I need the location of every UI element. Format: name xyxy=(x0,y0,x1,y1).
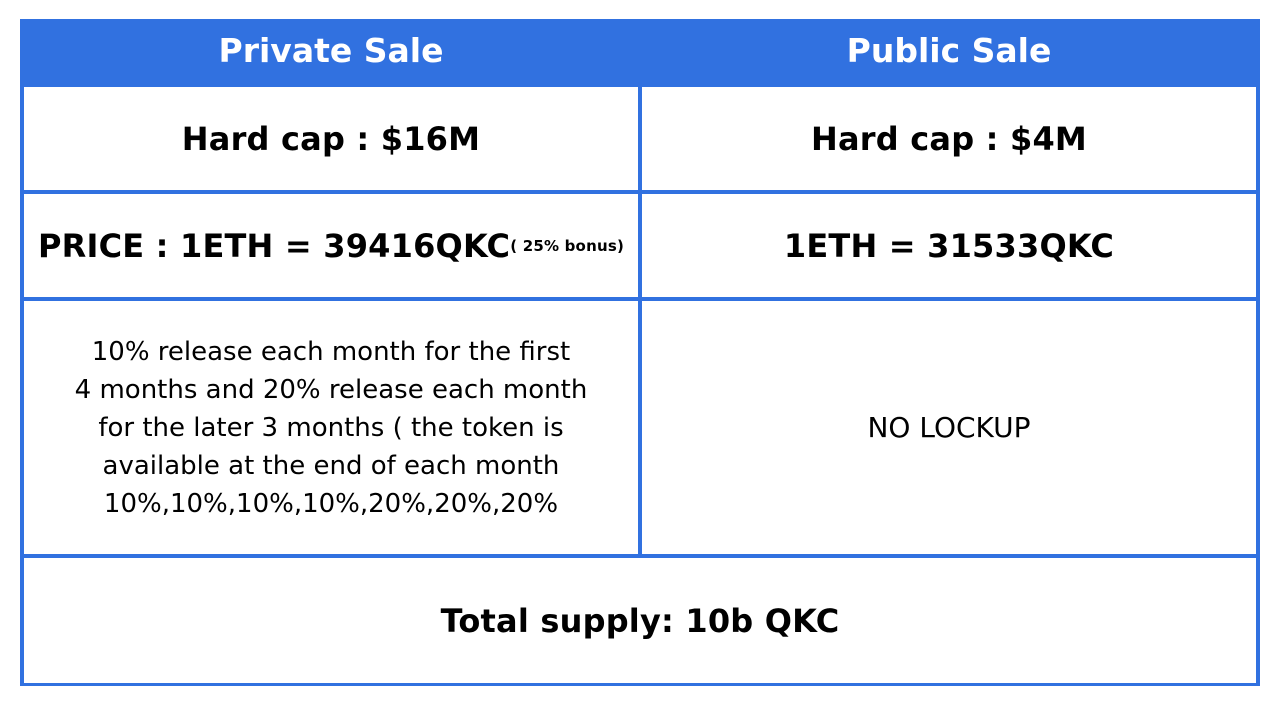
private-hard-cap: Hard cap : $16M xyxy=(24,87,638,190)
private-price-cell: PRICE : 1ETH = 39416QKC( 25% bonus) xyxy=(24,194,638,297)
lockup-line: available at the end of each month xyxy=(102,450,560,481)
lockup-line: for the later 3 months ( the token is xyxy=(98,412,564,443)
lockup-line: 10% release each month for the first xyxy=(91,336,571,367)
lockup-line: 10%,10%,10%,10%,20%,20%,20% xyxy=(103,488,559,519)
public-price: 1ETH = 31533QKC xyxy=(642,194,1256,297)
public-lockup-terms: NO LOCKUP xyxy=(642,301,1256,554)
public-hard-cap: Hard cap : $4M xyxy=(642,87,1256,190)
private-lockup-terms: 10% release each month for the first 4 m… xyxy=(24,301,638,554)
private-price: PRICE : 1ETH = 39416QKC xyxy=(37,226,511,265)
private-sale-header: Private Sale xyxy=(24,23,638,83)
sale-comparison-table: Private Sale Public Sale Hard cap : $16M… xyxy=(20,19,1260,686)
public-sale-header: Public Sale xyxy=(642,23,1256,83)
total-supply: Total supply: 10b QKC xyxy=(24,558,1256,683)
lockup-line: 4 months and 20% release each month xyxy=(74,374,588,405)
private-bonus-note: ( 25% bonus) xyxy=(510,236,625,255)
